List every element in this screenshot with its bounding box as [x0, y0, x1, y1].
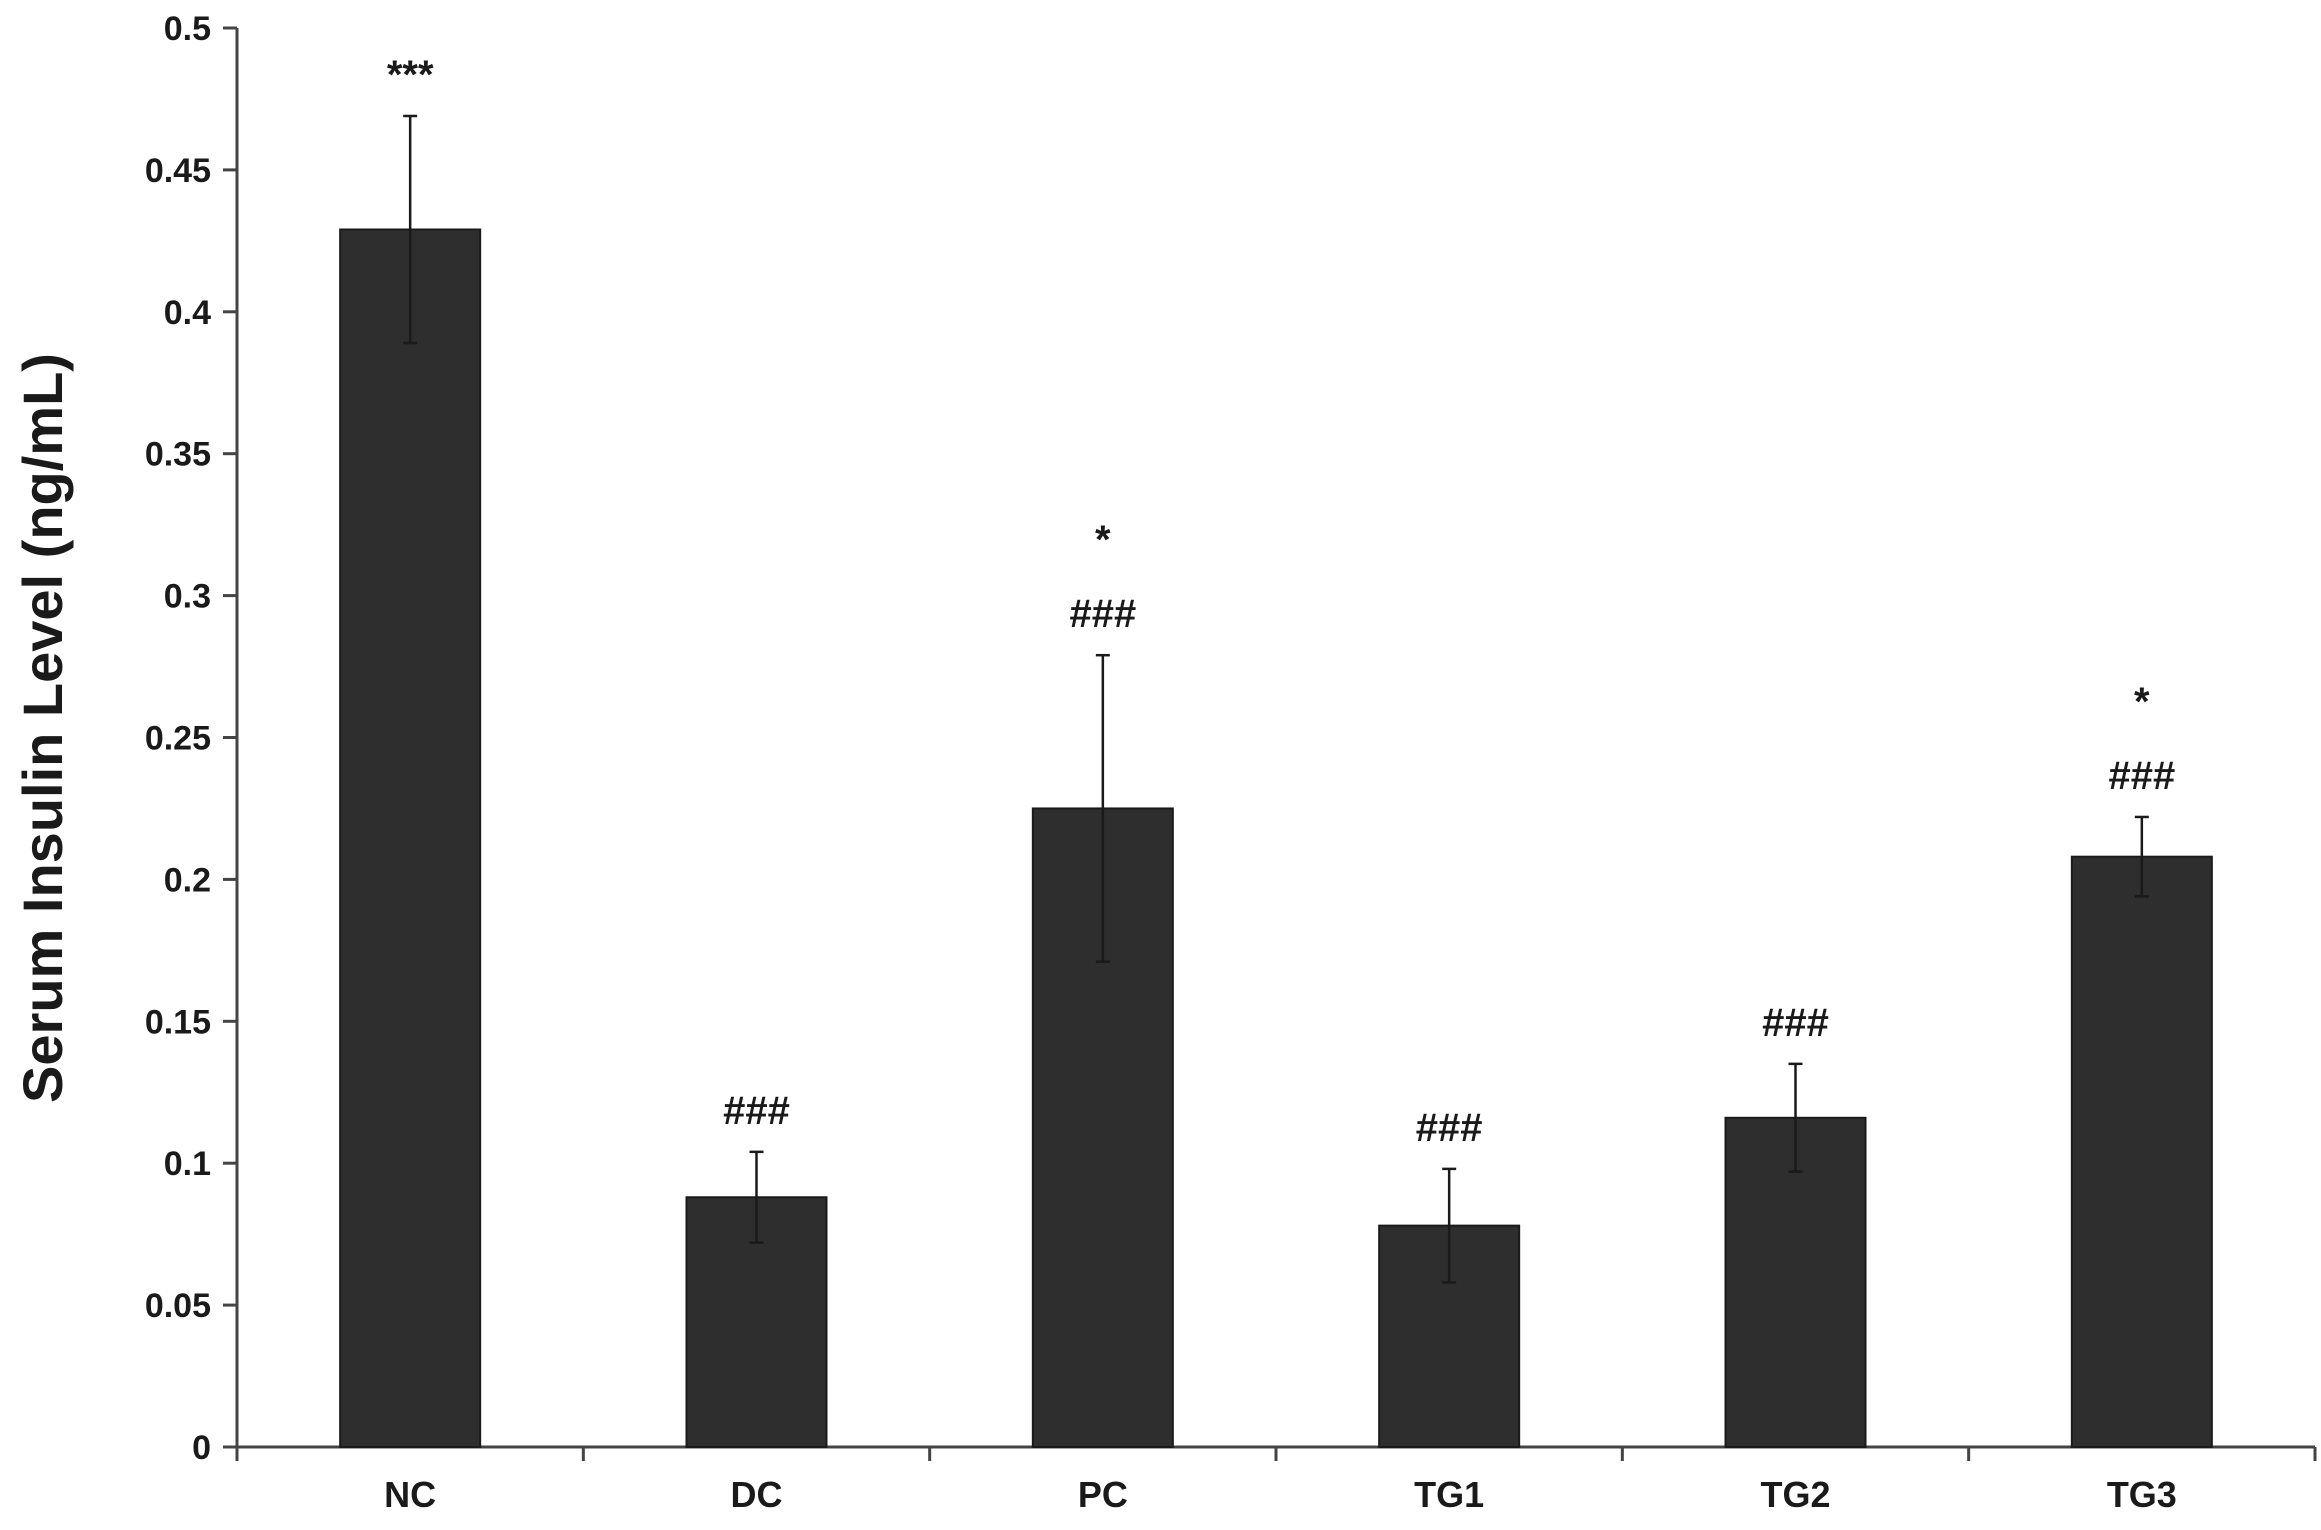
significance-annotation: ###: [1762, 1001, 1829, 1045]
y-tick-label: 0.15: [145, 1003, 211, 1041]
significance-annotation: *: [1095, 518, 1111, 562]
y-tick-label: 0.2: [164, 861, 211, 899]
y-tick-label: 0.1: [164, 1145, 211, 1183]
axes: 0 0.05 0.1 0.15 0.2 0.25 0.3 0.35 0.4 0.45 0.5 NC DC…: [145, 10, 2317, 1515]
annotations: *** ### ### * ### ### ### *: [387, 53, 2175, 1150]
bar-nc: [339, 228, 482, 1448]
bar-tg3: [2070, 855, 2213, 1448]
significance-annotation: *: [2134, 680, 2150, 724]
significance-annotation: ###: [1416, 1106, 1483, 1150]
y-tick-label: 0.5: [164, 10, 211, 48]
x-tick-label: DC: [731, 1474, 783, 1515]
significance-annotation: ***: [387, 53, 434, 97]
bars: [339, 114, 2213, 1448]
y-tick-label: 0.45: [145, 152, 211, 190]
x-tick-label: PC: [1078, 1474, 1128, 1515]
y-tick-label: 0.05: [145, 1287, 211, 1325]
x-tick-label: TG2: [1760, 1474, 1830, 1515]
y-axis-label: Serum Insulin Level (ng/mL): [11, 353, 74, 1103]
significance-annotation: ###: [1069, 592, 1136, 636]
y-tick-label: 0.4: [164, 294, 211, 332]
significance-annotation: ###: [2108, 754, 2175, 798]
x-tick-label: TG1: [1414, 1474, 1484, 1515]
significance-annotation: ###: [723, 1089, 790, 1133]
y-tick-label: 0.35: [145, 436, 211, 474]
y-tick-label: 0: [192, 1429, 211, 1467]
x-tick-label: TG3: [2107, 1474, 2177, 1515]
y-tick-label: 0.3: [164, 578, 211, 616]
x-tick-label: NC: [384, 1474, 436, 1515]
y-tick-label: 0.25: [145, 720, 211, 758]
